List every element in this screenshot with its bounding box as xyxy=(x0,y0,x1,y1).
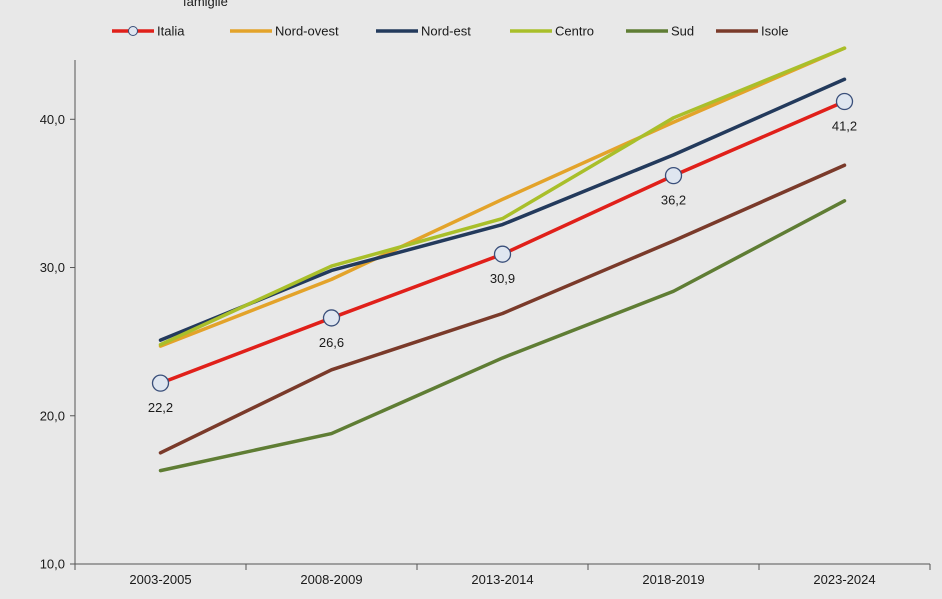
data-point xyxy=(322,309,341,327)
series-line-centro xyxy=(158,46,847,347)
legend-label: Centro xyxy=(555,24,594,39)
y-tick-label: 40,0 xyxy=(40,112,65,127)
legend-label: Nord-est xyxy=(421,24,471,39)
legend-item: Sud xyxy=(626,24,694,39)
x-tick-label: 2013-2014 xyxy=(471,572,533,587)
data-point xyxy=(493,245,512,263)
legend-item: Italia xyxy=(112,24,185,39)
data-label: 36,2 xyxy=(661,193,686,208)
y-tick-label: 10,0 xyxy=(40,557,65,572)
data-point xyxy=(664,166,683,185)
x-tick-label: 2003-2005 xyxy=(129,572,191,587)
legend-item: Isole xyxy=(716,24,788,39)
x-tick-label: 2018-2019 xyxy=(642,572,704,587)
legend-label: Isole xyxy=(761,24,788,39)
y-tick-label: 20,0 xyxy=(40,408,65,423)
legend-item: Centro xyxy=(510,24,594,39)
legend-label: Sud xyxy=(671,24,694,39)
data-label: 41,2 xyxy=(832,119,857,134)
data-labels: 22,2 26,6 30,9 36,2 41,2 xyxy=(148,119,857,416)
legend-item: Nord-est xyxy=(376,24,471,39)
series-line-nord-ovest xyxy=(158,46,847,348)
data-point xyxy=(151,374,170,392)
data-label: 30,9 xyxy=(490,271,515,286)
data-label: 22,2 xyxy=(148,400,173,415)
legend-label: Italia xyxy=(157,24,185,39)
series-line-sud xyxy=(158,199,847,473)
legend: Italia Nord-ovest Nord-est Centro Sud Isole xyxy=(112,24,788,39)
x-tick-label: 2008-2009 xyxy=(300,572,362,587)
legend-item: Nord-ovest xyxy=(230,24,339,39)
axes: 10,0 20,0 30,0 40,0 2003-2005 2008-2009 2013-2… xyxy=(40,60,931,587)
y-tick-label: 30,0 xyxy=(40,260,65,275)
legend-label: Nord-ovest xyxy=(275,24,339,39)
data-label: 26,6 xyxy=(319,335,344,350)
legend-marker xyxy=(128,26,138,36)
series-line-italia xyxy=(158,99,847,385)
chart-caption: famiglie xyxy=(183,0,228,9)
series-layer xyxy=(151,46,854,473)
series-line-isole xyxy=(158,163,847,455)
x-tick-label: 2023-2024 xyxy=(813,572,875,587)
data-point xyxy=(835,92,854,111)
